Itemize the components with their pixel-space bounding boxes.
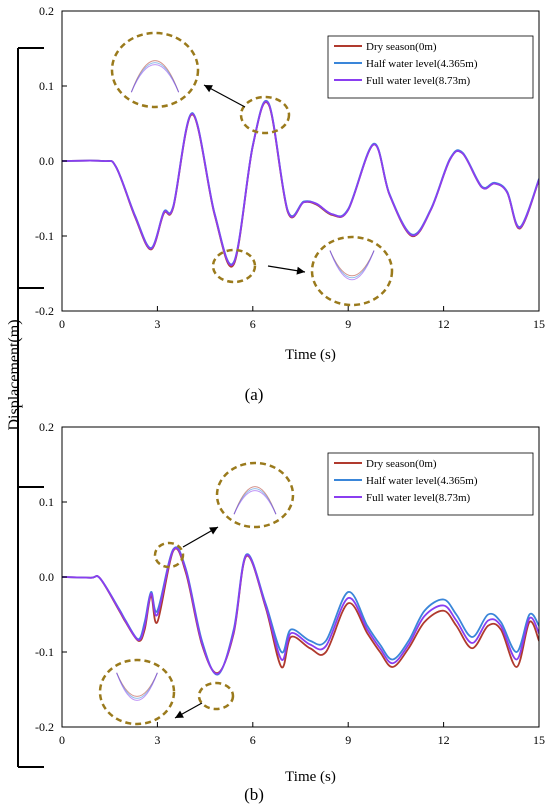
x-tick-label: 12: [438, 733, 450, 747]
series-line-3: [62, 100, 539, 267]
legend-box: [327, 35, 534, 99]
x-tick-label: 3: [154, 317, 160, 331]
legend-box: [327, 452, 534, 516]
y-tick-label: -0.1: [35, 229, 54, 243]
legend-label-1: Dry season(0m): [366, 41, 437, 53]
x-axis-title: Time (s): [285, 347, 336, 363]
zoom-curve-2: [116, 672, 158, 699]
y-tick-label: 0.2: [39, 420, 54, 434]
panel-a: 0 3 6 9 12 15 0.2 0.1 0.0 -0.1 -0.2 Time (s) Dry sea…: [35, 4, 545, 363]
zoom-curve-3: [130, 64, 180, 93]
annotation-circle-3: [197, 681, 235, 711]
series-line-1: [62, 547, 539, 674]
y-tick-label: 0.0: [39, 154, 54, 168]
legend-label-2: Half water level(4.365m): [366, 58, 478, 70]
series-group: [62, 100, 539, 268]
x-tick-label: 15: [533, 733, 545, 747]
y-tick-label: 0.1: [39, 79, 54, 93]
zoom-curve-3: [233, 490, 277, 515]
legend-label-2: Half water level(4.365m): [366, 475, 478, 487]
annotation-circle-4: [310, 235, 394, 307]
annotation-arrowhead-1: [209, 527, 218, 535]
x-tick-label: 9: [345, 317, 351, 331]
annotation-arrowhead-2: [175, 710, 184, 718]
x-tick-label: 6: [250, 733, 256, 747]
panel-b: 0 3 6 9 12 15 0.2 0.1 0.0 -0.1 -0.2 Time (s) Dry sea…: [35, 420, 545, 785]
zoom-curve-2: [329, 250, 375, 279]
zoom-curve-1: [116, 672, 158, 697]
x-tick-label: 0: [59, 317, 65, 331]
y-tick-label: -0.2: [35, 720, 54, 734]
panel-label-b: (b): [244, 785, 264, 804]
x-tick-label: 3: [154, 733, 160, 747]
x-tick-label: 6: [250, 317, 256, 331]
y-tick-label: 0.2: [39, 4, 54, 18]
y-tick-label: -0.1: [35, 645, 54, 659]
y-tick-label: -0.2: [35, 304, 54, 318]
annotation-circle-2: [153, 541, 185, 569]
zoom-curve-3: [329, 250, 375, 281]
x-tick-label: 12: [438, 317, 450, 331]
annotation-circle-1: [110, 31, 200, 109]
annotation-circle-3: [211, 248, 257, 284]
series-line-3: [62, 547, 539, 675]
series-line-1: [62, 101, 539, 268]
legend-label-1: Dry season(0m): [366, 458, 437, 470]
annotation-circle-1: [215, 461, 295, 529]
shared-y-axis-label: Displacement(m): [6, 319, 23, 430]
annotation-arrowhead-2: [296, 266, 305, 275]
y-tick-label: 0.1: [39, 495, 54, 509]
zoom-curve-3: [116, 672, 158, 701]
series-line-2: [62, 546, 539, 676]
x-tick-label: 9: [345, 733, 351, 747]
legend-label-3: Full water level(8.73m): [366, 492, 471, 504]
x-tick-label: 0: [59, 733, 65, 747]
annotation-circle-4: [98, 658, 176, 726]
annotation-circle-2: [239, 95, 291, 135]
annotation-arrowhead-1: [204, 85, 213, 93]
zoom-curve-1: [329, 250, 375, 277]
panel-label-a: (a): [245, 385, 264, 404]
legend-label-3: Full water level(8.73m): [366, 75, 471, 87]
x-tick-label: 15: [533, 317, 545, 331]
x-axis-title: Time (s): [285, 769, 336, 785]
y-tick-label: 0.0: [39, 570, 54, 584]
series-line-2: [62, 100, 539, 266]
series-group: [62, 546, 539, 676]
